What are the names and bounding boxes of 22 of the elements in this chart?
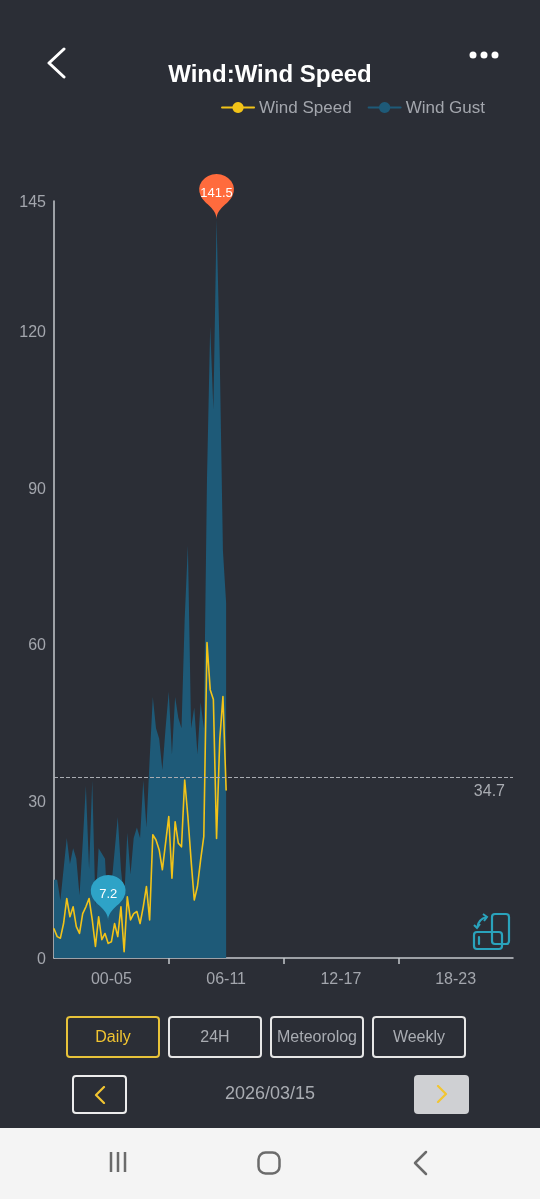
- tab-button: Daily: [66, 1016, 160, 1058]
- tab-button: 24H: [168, 1016, 262, 1058]
- line-series: [53, 641, 227, 953]
- tab-button: Weekly: [372, 1016, 466, 1058]
- y-tick-label: 60: [28, 636, 47, 654]
- ref-line-label: 34.7: [473, 782, 506, 800]
- chart-title: Wind:Wind Speed: [168, 59, 372, 87]
- x-tick-label: 00-05: [90, 969, 132, 987]
- data-label: 141.5: [200, 184, 233, 200]
- data-label: 7.2: [99, 885, 118, 901]
- y-tick-label: 0: [37, 949, 47, 967]
- y-tick-label: 120: [19, 323, 47, 341]
- x-tick-label: 12-17: [320, 969, 362, 987]
- text: 2026/03/15: [224, 1083, 316, 1104]
- y-tick-label: 90: [28, 479, 47, 497]
- x-tick-label: 06-11: [206, 969, 247, 987]
- legend-label: Wind Speed: [259, 98, 352, 117]
- tab-button: Meteorolog: [270, 1016, 364, 1058]
- legend-label: Wind Gust: [405, 98, 486, 117]
- y-tick-label: 145: [19, 192, 47, 210]
- x-tick-label: 18-23: [435, 969, 477, 987]
- y-tick-label: 30: [28, 792, 47, 810]
